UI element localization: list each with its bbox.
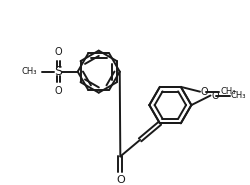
Text: CH₃: CH₃: [219, 87, 234, 96]
Text: O: O: [200, 87, 208, 97]
Text: O: O: [54, 86, 62, 96]
Text: CH₃: CH₃: [21, 67, 36, 76]
Text: CH₃: CH₃: [230, 91, 245, 100]
Text: O: O: [54, 47, 62, 57]
Text: S: S: [54, 65, 62, 78]
Text: O: O: [210, 90, 218, 100]
Text: O: O: [116, 175, 124, 185]
